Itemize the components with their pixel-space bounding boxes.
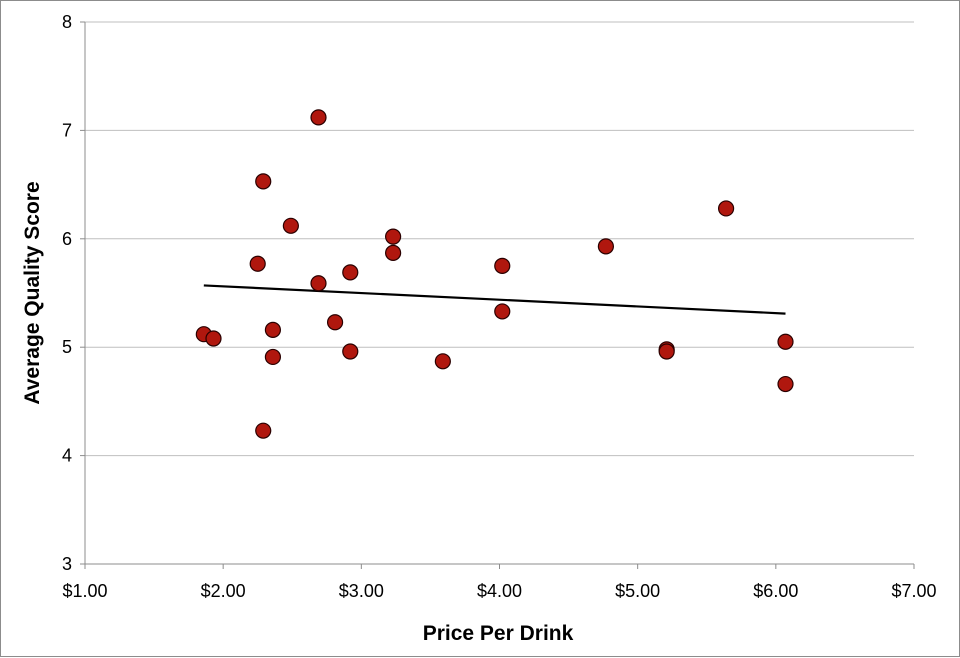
x-tick-label: $5.00 [615,581,660,601]
data-point [310,109,327,126]
x-tick-label: $6.00 [753,581,798,601]
data-point [264,348,282,366]
gridlines [85,21,914,457]
y-tick-label: 7 [62,120,72,140]
x-tick-label: $2.00 [201,581,246,601]
data-point [255,173,272,190]
data-point [434,353,451,370]
data-point [777,375,794,393]
data-point [717,200,735,217]
data-point [342,264,359,281]
tick-labels: 3 4 5 6 7 8 $1.00 $2.00 $3.00 $4.00 $5.00 $6.00 $7.0… [62,12,937,601]
data-point [385,244,402,261]
data-point [658,343,675,360]
data-point [597,238,614,255]
axes [80,21,915,569]
x-tick-label: $1.00 [62,581,107,601]
data-point [249,255,266,272]
y-tick-label: 8 [62,12,72,32]
trendline-layer [203,284,786,315]
data-point [282,217,299,234]
y-tick-label: 4 [62,446,72,466]
x-tick-label: $3.00 [339,581,384,601]
data-point [310,275,327,292]
trendline [203,284,786,315]
data-point [494,303,511,320]
x-tick-label: $7.00 [891,581,936,601]
y-tick-label: 3 [62,554,72,574]
data-point [255,422,272,439]
y-tick-label: 5 [62,337,72,357]
data-point [777,333,794,350]
y-axis-title: Average Quality Score [21,181,44,404]
data-point [342,343,359,360]
data-point [494,257,511,274]
x-axis-title: Price Per Drink [423,622,574,645]
data-point [264,321,282,338]
x-tick-label: $4.00 [477,581,522,601]
y-tick-label: 6 [62,229,72,249]
data-point [326,314,344,331]
data-point [385,228,402,245]
data-points [195,109,794,439]
data-point [205,330,222,347]
